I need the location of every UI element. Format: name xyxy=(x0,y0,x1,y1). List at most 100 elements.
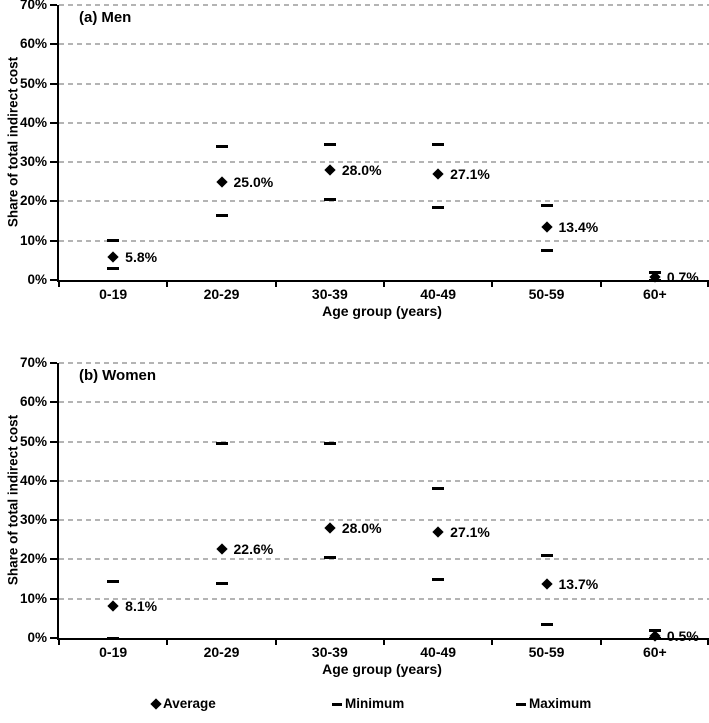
panel-name: Men xyxy=(101,9,132,26)
y-tick-label: 60% xyxy=(19,394,47,410)
y-tick-label: 20% xyxy=(19,193,47,209)
x-axis-tick xyxy=(383,282,385,287)
minimum-marker xyxy=(323,555,336,559)
y-tick-label: 40% xyxy=(19,472,47,488)
minimum-marker xyxy=(540,249,553,253)
minimum-marker xyxy=(107,636,120,640)
data-label: 13.4% xyxy=(558,219,599,236)
minimum-marker xyxy=(540,622,553,626)
dash-marker-icon xyxy=(332,702,342,706)
y-tick-label: 20% xyxy=(19,551,47,567)
minimum-marker xyxy=(648,636,661,640)
maximum-marker xyxy=(648,628,661,632)
panel-name: Women xyxy=(102,367,157,384)
gridline xyxy=(59,43,709,46)
legend-item-minimum: Minimum xyxy=(332,695,404,713)
y-axis-tick xyxy=(50,519,57,522)
average-marker xyxy=(215,543,228,555)
y-axis-tick xyxy=(50,637,57,639)
y-tick-label: 0% xyxy=(27,630,47,645)
x-axis-tick xyxy=(491,640,494,645)
dash-marker-icon xyxy=(516,702,526,706)
y-axis-tick xyxy=(50,239,57,242)
x-axis-tick xyxy=(58,282,60,287)
average-marker xyxy=(324,164,336,176)
maximum-marker xyxy=(540,554,553,557)
maximum-marker xyxy=(432,487,445,491)
maximum-marker xyxy=(215,442,228,446)
minimum-marker xyxy=(215,581,228,585)
y-tick-label: 10% xyxy=(19,232,47,248)
plot-area-women: 0% 10% 20% 30% 40% 50% 60% 70% 0-19 20-29 30-39 40-… xyxy=(20,355,709,660)
y-axis-tick xyxy=(50,43,57,46)
gridline xyxy=(59,479,709,482)
y-axis-tick xyxy=(50,401,57,404)
x-tick-label: 20-29 xyxy=(203,286,240,302)
x-tick-label: 40-49 xyxy=(420,644,457,660)
minimum-marker xyxy=(432,577,445,581)
y-tick-label: 10% xyxy=(19,590,47,606)
y-axis-tick xyxy=(50,479,57,482)
average-marker xyxy=(215,176,228,188)
gridline xyxy=(59,82,709,85)
maximum-marker xyxy=(323,442,336,446)
maximum-marker xyxy=(107,239,120,243)
data-label: 27.1% xyxy=(450,165,490,182)
minimum-marker xyxy=(215,213,228,217)
gridline xyxy=(59,362,709,364)
y-tick-label: 0% xyxy=(27,272,47,287)
x-tick-label: 30-39 xyxy=(311,644,348,660)
data-label: 5.8% xyxy=(125,249,158,266)
x-axis-tick xyxy=(274,640,277,645)
gridline xyxy=(59,4,709,6)
average-marker xyxy=(107,600,119,612)
y-axis-tick xyxy=(50,558,57,561)
x-axis-tick xyxy=(599,640,602,645)
panel-men: Share of total indirect cost 0% 10% 20% 30%… xyxy=(0,0,709,345)
maximum-marker xyxy=(215,144,228,148)
gridline xyxy=(59,200,709,203)
y-axis-tick xyxy=(50,82,57,85)
maximum-marker xyxy=(432,142,445,146)
x-axis-title: Age group (years) xyxy=(322,661,442,677)
x-tick-label: 50-59 xyxy=(528,644,565,660)
y-axis-tick xyxy=(50,362,57,364)
maximum-marker xyxy=(648,270,661,274)
y-tick-label: 50% xyxy=(19,433,47,449)
data-label: 0.7% xyxy=(666,269,699,286)
y-axis-tick xyxy=(50,279,57,281)
x-axis-tick xyxy=(383,640,385,645)
data-label: 25.0% xyxy=(233,173,274,190)
plot-layer: 0% 10% 20% 30% 40% 50% 60% 70% 0-19 20-29 30-39 40-… xyxy=(20,355,709,660)
minimum-marker xyxy=(432,205,445,209)
x-tick-label: 60+ xyxy=(642,644,667,660)
y-axis-tick xyxy=(50,4,57,6)
data-label: 28.0% xyxy=(341,162,382,178)
gridline xyxy=(59,519,709,522)
y-axis-tick xyxy=(50,161,57,164)
panel-title-women: (b) Women xyxy=(79,367,156,384)
gridline xyxy=(59,121,709,124)
gridline xyxy=(59,401,709,404)
minimum-marker xyxy=(107,266,120,270)
x-axis-tick xyxy=(166,282,169,287)
x-tick-label: 40-49 xyxy=(420,286,457,302)
x-axis-tick xyxy=(166,640,169,645)
x-axis-tick xyxy=(58,640,60,645)
y-tick-label: 40% xyxy=(19,114,47,130)
minimum-marker xyxy=(648,278,661,282)
panel-title-men: (a) Men xyxy=(79,9,131,26)
gridline xyxy=(59,440,709,443)
x-tick-label: 60+ xyxy=(642,286,667,302)
y-tick-label: 70% xyxy=(19,0,47,12)
diamond-marker-icon xyxy=(150,698,162,710)
y-axis-tick xyxy=(50,440,57,443)
x-axis-tick xyxy=(491,282,494,287)
legend-item-maximum: Maximum xyxy=(516,695,591,713)
plot-layer: 0% 10% 20% 30% 40% 50% 60% 70% 0-19 20-29 30-39 40-… xyxy=(20,0,709,302)
gridline xyxy=(59,558,709,561)
x-axis-tick xyxy=(599,282,602,287)
x-axis-tick xyxy=(274,282,277,287)
x-tick-label: 20-29 xyxy=(203,644,240,660)
